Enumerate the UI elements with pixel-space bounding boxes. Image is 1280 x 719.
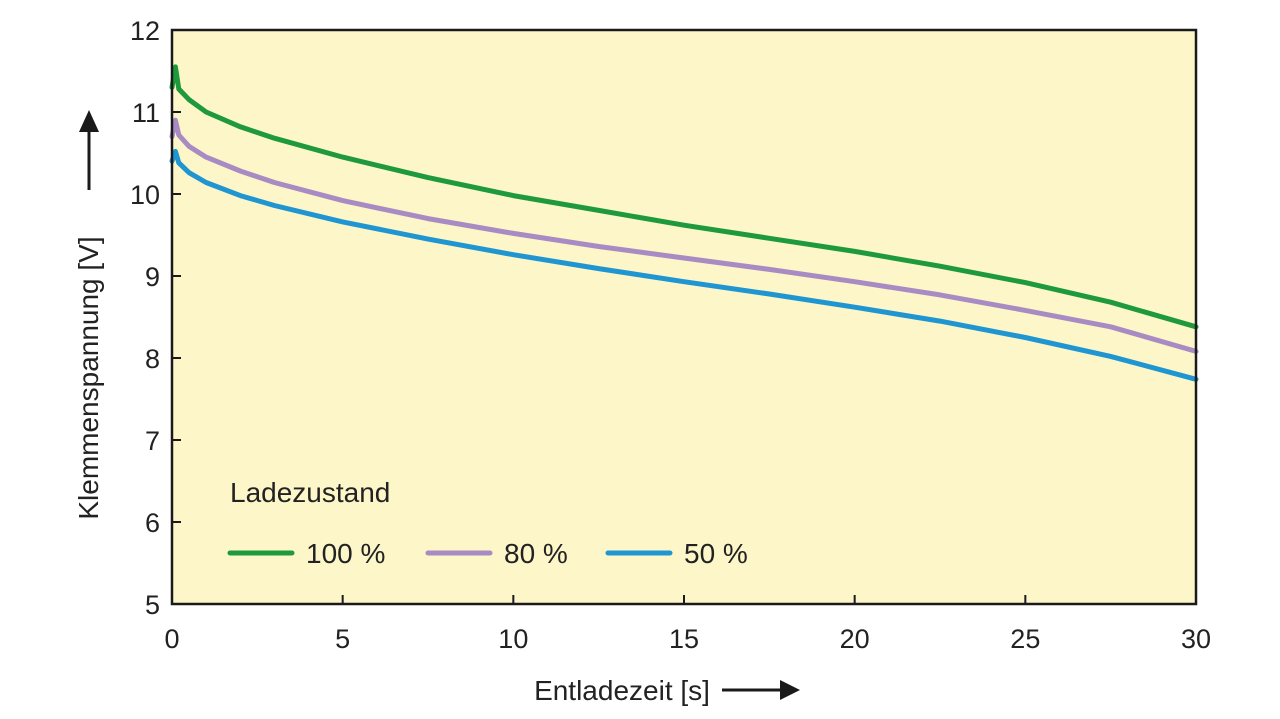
legend-label-1: 80 %: [504, 538, 568, 569]
series-line-2: [169, 148, 1199, 382]
plot-area: [172, 30, 1196, 604]
x-tick-label: 0: [164, 624, 179, 654]
series-line-1: [169, 117, 1199, 354]
x-axis-arrow: [722, 680, 800, 700]
x-tick-label: 5: [335, 624, 350, 654]
series-layer: [169, 64, 1199, 382]
y-tick-label: 6: [145, 508, 160, 538]
y-tick-label: 9: [145, 262, 160, 292]
legend: 100 % 80 % 50 %: [227, 538, 748, 569]
y-tick-label: 11: [132, 98, 160, 128]
y-tick-label: 12: [130, 16, 160, 46]
y-tick-label: 7: [145, 426, 160, 456]
x-tick-label: 10: [498, 624, 528, 654]
x-axis-ticks: 0 5 10 15 20 25 30: [164, 595, 1211, 654]
y-tick-label: 10: [130, 180, 160, 210]
y-axis-ticks: 5 6 7 8 9 10 11 12: [130, 16, 181, 620]
x-tick-label: 30: [1181, 624, 1211, 654]
y-tick-label: 8: [145, 344, 160, 374]
y-axis-title: Klemmenspannung [V]: [73, 236, 104, 519]
x-tick-label: 15: [669, 624, 699, 654]
y-tick-label: 5: [145, 590, 160, 620]
y-axis-arrow: [79, 110, 99, 190]
legend-title: Ladezustand: [230, 477, 390, 508]
series-line-0: [169, 64, 1199, 330]
x-tick-label: 20: [840, 624, 870, 654]
legend-label-0: 100 %: [306, 538, 385, 569]
x-axis-title: Entladezeit [s]: [534, 675, 710, 706]
x-tick-label: 25: [1010, 624, 1040, 654]
legend-label-2: 50 %: [684, 538, 748, 569]
